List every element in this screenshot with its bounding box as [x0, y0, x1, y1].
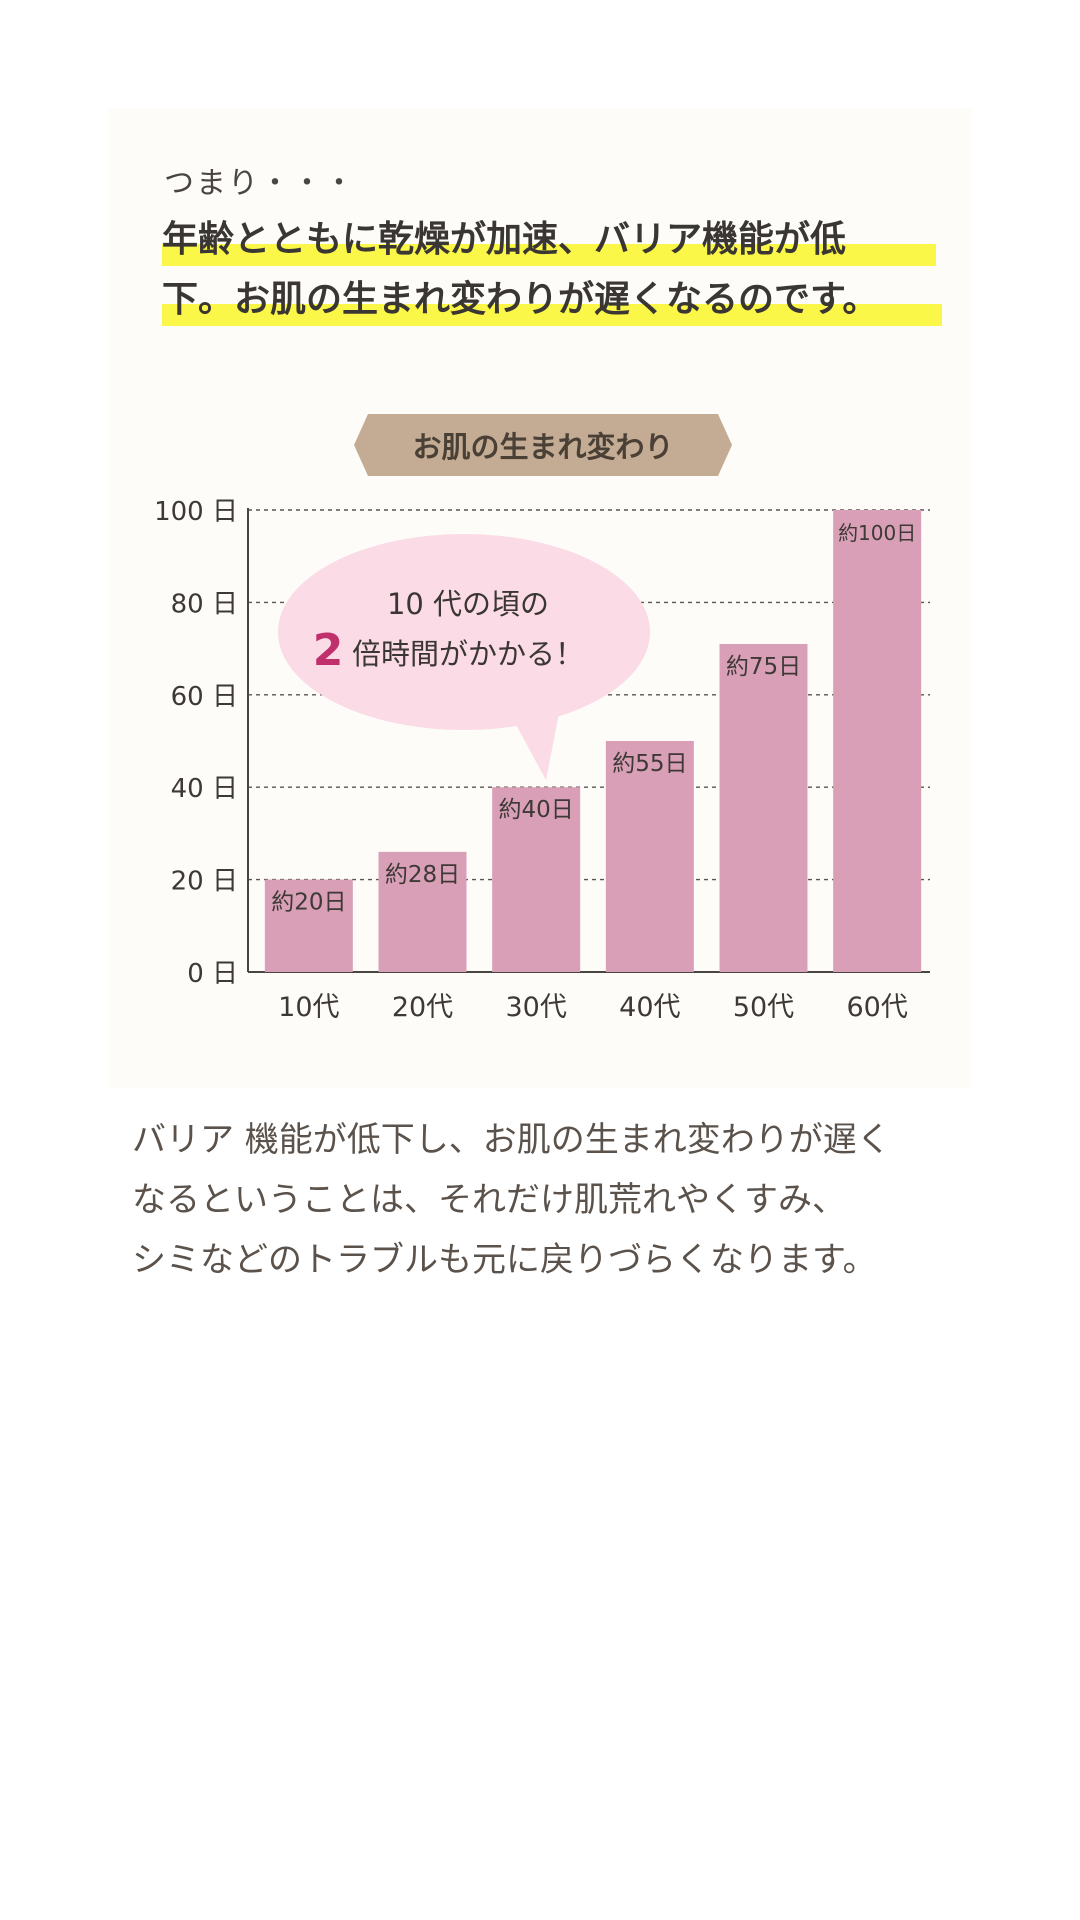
- bar: [719, 643, 808, 972]
- x-tick-label: 40代: [619, 992, 680, 1023]
- y-tick-label: 40 日: [171, 774, 238, 804]
- data-label: 約28日: [385, 862, 460, 888]
- body-text: バリア 機能が低下し、お肌の生まれ変わりが遅く なるということは、それだけ肌荒れ…: [132, 1110, 992, 1290]
- y-tick-label: 0 日: [187, 959, 238, 989]
- y-tick-label: 60 日: [171, 682, 238, 712]
- x-tick-label: 60代: [846, 992, 907, 1023]
- bar: [378, 851, 467, 972]
- headline-text-2: 下。お肌の生まれ変わりが遅くなるのです。: [162, 279, 879, 320]
- y-tick-label: 80 日: [171, 589, 238, 619]
- data-label: 約100日: [838, 521, 916, 545]
- x-tick-label: 50代: [733, 992, 794, 1023]
- body-line-3: シミなどのトラブルも元に戻りづらくなります。: [132, 1240, 877, 1280]
- speech-bubble-tail: [508, 708, 560, 780]
- body-line-1: バリア 機能が低下し、お肌の生まれ変わりが遅く: [132, 1120, 891, 1160]
- bar: [605, 741, 694, 972]
- y-tick-label: 20 日: [171, 867, 238, 897]
- intro-text: つまり・・・: [164, 166, 356, 201]
- data-label: 約55日: [612, 751, 687, 777]
- bar: [833, 510, 922, 972]
- highlight-marker: [162, 244, 936, 266]
- callout-line-1: 10 代の頃の: [387, 587, 549, 621]
- highlight-marker: [162, 304, 942, 326]
- bar: [492, 787, 581, 972]
- x-tick-label: 30代: [505, 992, 566, 1023]
- chart-title: お肌の生まれ変わり: [354, 414, 732, 476]
- x-tick-label: 10代: [278, 992, 339, 1023]
- bar: [264, 879, 353, 972]
- speech-bubble: [278, 534, 650, 730]
- data-label: 約20日: [271, 890, 346, 916]
- callout-number: 2: [313, 625, 344, 676]
- callout-line-2: 倍時間がかかる！: [352, 637, 584, 671]
- data-label: 約75日: [726, 654, 801, 680]
- data-label: 約40日: [499, 797, 574, 823]
- headline-line-1: 年齢とともに乾燥が加速、バリア機能が低: [162, 210, 942, 270]
- y-tick-label: 100 日: [154, 497, 238, 527]
- headline-text-1: 年齢とともに乾燥が加速、バリア機能が低: [162, 219, 847, 260]
- headline-line-2: 下。お肌の生まれ変わりが遅くなるのです。: [162, 270, 942, 330]
- headline: 年齢とともに乾燥が加速、バリア機能が低 下。お肌の生まれ変わりが遅くなるのです。: [162, 210, 942, 330]
- x-tick-label: 20代: [392, 992, 453, 1023]
- body-line-2: なるということは、それだけ肌荒れやくすみ、: [132, 1180, 846, 1220]
